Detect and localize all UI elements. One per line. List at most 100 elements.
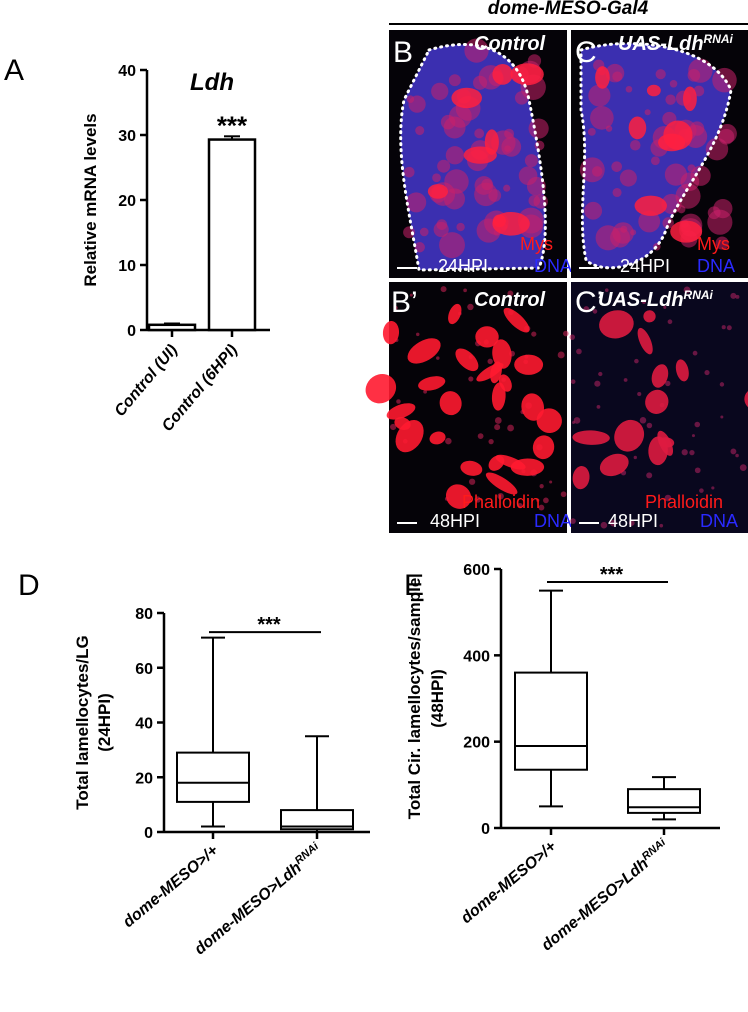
lamellocyte <box>637 327 653 355</box>
speck <box>576 348 582 355</box>
micrograph-content <box>569 282 748 533</box>
cell <box>619 169 637 187</box>
speck <box>739 464 747 471</box>
x-tick-label-sup: RNAi <box>293 840 322 867</box>
x-tick-label-text: dome-MESO>Ldh <box>192 859 306 958</box>
time-label: 24HPI <box>620 256 670 276</box>
stain-label: Phalloidin <box>645 492 723 512</box>
speck <box>488 438 494 445</box>
panel-label: B <box>393 36 413 69</box>
speck <box>390 423 397 431</box>
cell <box>437 159 451 173</box>
lamellocyte <box>382 320 400 345</box>
cell <box>612 187 622 198</box>
y-tick-label: 40 <box>118 63 136 80</box>
panel-title-text: Control <box>474 289 546 311</box>
x-tick-label: dome-MESO>LdhRNAi <box>537 836 673 954</box>
lamellocyte <box>475 326 499 348</box>
lamellocyte <box>460 460 483 476</box>
lamellocyte <box>445 484 472 509</box>
speck <box>536 498 540 502</box>
cell <box>504 128 515 139</box>
y-tick-label: 60 <box>135 661 153 678</box>
cell <box>443 116 466 139</box>
cell <box>650 156 660 166</box>
lamellocyte <box>492 214 506 228</box>
panel-label: E <box>404 569 424 602</box>
speck <box>598 371 603 377</box>
speck <box>600 521 608 529</box>
cell <box>419 227 429 237</box>
box <box>280 809 354 831</box>
chart-title: Ldh <box>190 69 234 96</box>
lamellocyte <box>491 382 506 411</box>
panel-title-text: UAS-Ldh <box>618 33 704 55</box>
cell <box>690 165 711 186</box>
cell <box>533 194 548 209</box>
micrograph-content <box>399 38 549 272</box>
lamellocyte <box>386 403 416 420</box>
lamellocyte <box>485 472 518 495</box>
cell <box>445 146 465 165</box>
lamellocyte <box>492 339 512 369</box>
cell <box>584 201 603 220</box>
speck <box>436 356 440 360</box>
speck <box>689 449 695 456</box>
time-label: 24HPI <box>438 256 488 276</box>
speck <box>730 292 737 299</box>
panel-title: UAS-LdhRNAi <box>618 32 734 55</box>
y-tick-label: 600 <box>463 562 490 579</box>
speck <box>409 293 413 297</box>
cell <box>630 229 637 236</box>
dna-label: DNA <box>697 256 735 276</box>
speck <box>735 294 740 299</box>
speck <box>531 331 537 337</box>
lamellocyte <box>683 86 697 112</box>
lamellocyte <box>476 363 504 382</box>
speck <box>507 424 514 432</box>
x-tick-label: Control (UI) <box>111 342 181 420</box>
cell <box>528 118 549 139</box>
speck <box>583 306 590 313</box>
y-tick-label: 0 <box>127 323 136 340</box>
y-tick-label: 200 <box>463 735 490 752</box>
speck <box>569 334 576 340</box>
cell <box>503 184 511 192</box>
lamellocyte <box>675 359 689 382</box>
speck <box>711 486 715 490</box>
speck <box>694 467 701 474</box>
dna-label: DNA <box>700 511 738 531</box>
bar <box>147 323 197 332</box>
cell <box>432 173 441 183</box>
speck <box>646 472 653 479</box>
lamellocyte <box>455 348 479 372</box>
time-label: 48HPI <box>608 511 658 531</box>
y-tick-label: 20 <box>135 770 153 787</box>
cell <box>588 84 611 107</box>
speck <box>667 319 673 325</box>
speck <box>659 523 664 528</box>
y-tick-label: 400 <box>463 648 490 665</box>
cell <box>474 128 485 139</box>
speck <box>683 286 691 294</box>
y-axis-label: (48HPI) <box>428 669 447 728</box>
speck <box>594 380 601 387</box>
lamellocyte <box>510 458 545 476</box>
speck <box>604 288 609 292</box>
speck <box>393 305 398 311</box>
speck <box>497 492 504 500</box>
cell <box>406 192 427 213</box>
cell <box>675 183 701 209</box>
speck <box>730 448 737 455</box>
speck <box>416 332 420 337</box>
speck <box>507 290 514 297</box>
cell <box>611 161 623 172</box>
cell <box>687 164 696 173</box>
lamellocyte <box>645 389 669 414</box>
panel-title: Control <box>474 33 546 55</box>
cell <box>655 69 666 80</box>
panel-label: C’ <box>575 286 603 319</box>
speck <box>663 305 667 309</box>
lamellocyte <box>646 84 661 97</box>
cell <box>403 226 415 239</box>
